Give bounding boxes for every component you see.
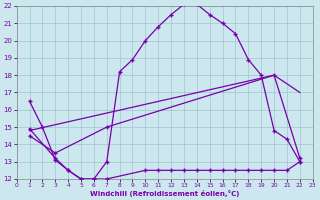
X-axis label: Windchill (Refroidissement éolien,°C): Windchill (Refroidissement éolien,°C) <box>90 190 239 197</box>
